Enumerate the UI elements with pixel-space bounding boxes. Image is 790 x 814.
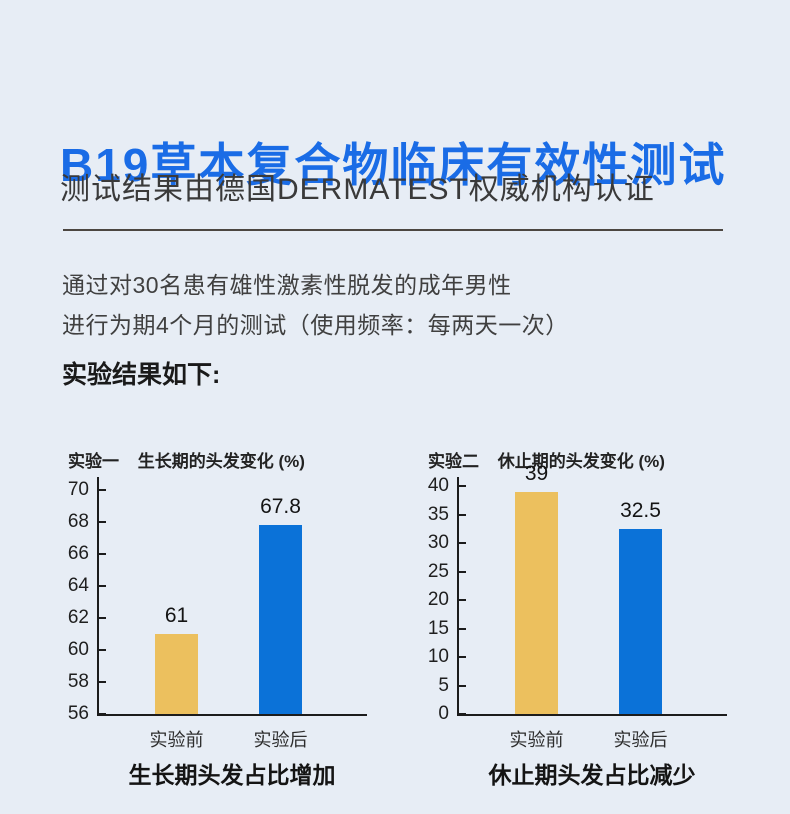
y-tick-label: 40 <box>427 475 449 496</box>
y-tick-mark <box>99 553 106 555</box>
y-tick-mark <box>459 627 466 630</box>
bar-value-label: 39 <box>524 461 549 485</box>
chart-title-text: 生长期的头发变化 (%) <box>137 452 305 471</box>
chart-title: 实验二 休止期的头发变化 (%) <box>428 447 665 472</box>
chart-title-text: 休止期的头发变化 (%) <box>497 452 665 471</box>
y-tick-mark <box>99 681 106 683</box>
y-tick-mark <box>99 617 106 619</box>
x-category-label: 实验前 <box>149 730 204 750</box>
y-tick-label: 10 <box>427 646 449 667</box>
page-subtitle: 测试结果由德国DERMATEST权威机构认证 <box>60 173 655 206</box>
bar-after <box>619 528 662 714</box>
y-tick-label: 15 <box>427 617 449 639</box>
y-tick-mark <box>99 713 106 715</box>
bar-before <box>515 491 558 714</box>
y-tick-mark <box>99 489 106 491</box>
y-tick-mark <box>459 513 466 516</box>
bar-value-label: 61 <box>164 604 189 627</box>
chart-caption: 休止期头发占比减少 <box>488 762 696 788</box>
y-tick-mark <box>459 684 466 687</box>
y-tick-label: 62 <box>67 607 89 628</box>
bar-value-label: 67.8 <box>260 495 301 519</box>
experiment-label: 实验一 <box>68 452 119 471</box>
experiment-label: 实验二 <box>428 452 479 471</box>
x-category-label: 实验后 <box>253 730 308 750</box>
y-tick-label: 25 <box>427 560 449 582</box>
y-tick-mark <box>459 656 466 658</box>
y-tick-mark <box>459 599 466 601</box>
y-tick-label: 20 <box>427 589 449 610</box>
x-category-label: 实验前 <box>509 730 564 750</box>
y-tick-label: 0 <box>438 703 449 724</box>
y-tick-mark <box>99 585 106 587</box>
page-title: B19草本复合物临床有效性测试 <box>60 138 727 191</box>
y-tick-label: 70 <box>67 479 89 500</box>
y-tick-mark <box>459 485 466 487</box>
y-tick-mark <box>459 542 466 544</box>
y-tick-label: 60 <box>67 639 89 660</box>
y-tick-mark <box>99 649 106 651</box>
experiment-chart-2: 实验二 休止期的头发变化 (%) 0 5 10 15 20 25 30 35 40 39 32.5 … <box>420 445 750 810</box>
plot-area: 0 5 10 15 20 25 30 35 40 39 32.5 <box>428 462 727 724</box>
y-tick-label: 35 <box>427 503 449 525</box>
bar-before <box>155 634 198 714</box>
body-text-line-2: 进行为期4个月的测试（使用频率：每两天一次） <box>62 312 569 338</box>
divider-line <box>63 229 723 231</box>
y-tick-mark <box>99 521 106 523</box>
body-text-line-1: 通过对30名患有雄性激素性脱发的成年男性 <box>62 272 512 298</box>
x-category-label: 实验后 <box>613 730 668 750</box>
y-tick-label: 58 <box>67 671 89 692</box>
experiment-chart-1: 实验一 生长期的头发变化 (%) 56 58 60 62 64 66 68 70 61 67.8 … <box>60 445 390 810</box>
chart-caption: 生长期头发占比增加 <box>128 762 336 788</box>
y-tick-label: 56 <box>67 703 89 724</box>
y-tick-label: 66 <box>67 543 89 564</box>
bar-after <box>259 525 302 714</box>
y-tick-mark <box>459 713 466 715</box>
plot-area: 56 58 60 62 64 66 68 70 61 67.8 <box>68 477 367 724</box>
y-tick-label: 64 <box>67 575 89 596</box>
y-tick-label: 68 <box>67 511 89 532</box>
chart-title: 实验一 生长期的头发变化 (%) <box>68 447 305 472</box>
results-label: 实验结果如下: <box>62 361 221 389</box>
bar-value-label: 32.5 <box>620 498 661 522</box>
y-tick-mark <box>459 570 466 573</box>
y-tick-label: 30 <box>427 532 449 553</box>
y-tick-label: 5 <box>438 674 449 696</box>
